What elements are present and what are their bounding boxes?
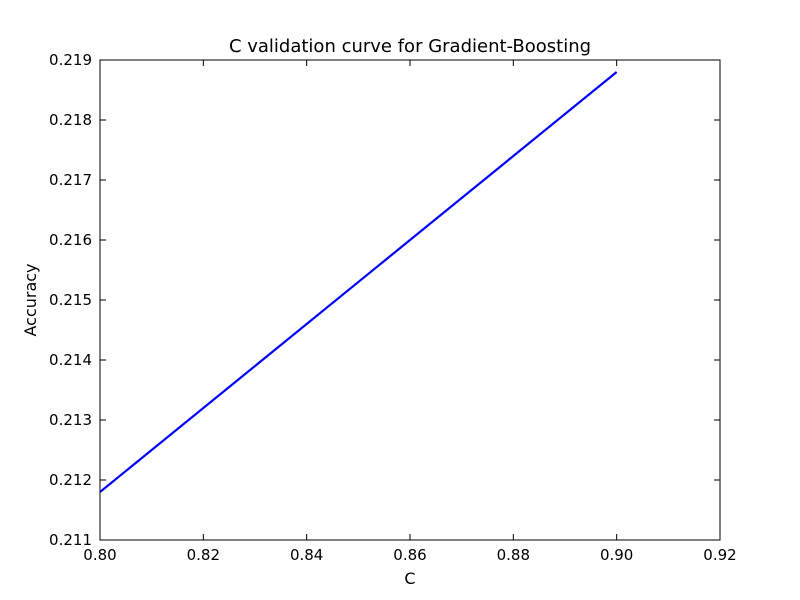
y-tick-label: 0.214	[49, 351, 92, 369]
chart-title: C validation curve for Gradient-Boosting	[229, 36, 591, 57]
series-line-0	[99, 71, 618, 493]
x-tick-label: 0.80	[83, 546, 116, 564]
y-tick-label: 0.212	[49, 471, 92, 489]
y-tick-label: 0.213	[49, 411, 92, 429]
x-axis: 0.80 0.82 0.84 0.86 0.88 0.90 0.92	[83, 60, 737, 564]
plot-area	[99, 71, 618, 493]
y-tick-label: 0.217	[49, 171, 92, 189]
x-tick-label: 0.92	[703, 546, 736, 564]
x-tick-label: 0.86	[393, 546, 426, 564]
y-axis: 0.211 0.212 0.213 0.214 0.215 0.216 0.217 0.218…	[49, 51, 720, 549]
x-tick-label: 0.90	[600, 546, 633, 564]
y-tick-label: 0.211	[49, 531, 92, 549]
x-tick-label: 0.88	[497, 546, 530, 564]
y-axis-label: Accuracy	[21, 263, 40, 336]
axes-frame	[99, 59, 721, 541]
x-axis-label: C	[404, 569, 415, 588]
y-tick-label: 0.216	[49, 231, 92, 249]
y-tick-label: 0.219	[49, 51, 92, 69]
y-tick-label: 0.215	[49, 291, 92, 309]
x-tick-label: 0.84	[290, 546, 323, 564]
x-tick-label: 0.82	[187, 546, 220, 564]
y-tick-label: 0.218	[49, 111, 92, 129]
